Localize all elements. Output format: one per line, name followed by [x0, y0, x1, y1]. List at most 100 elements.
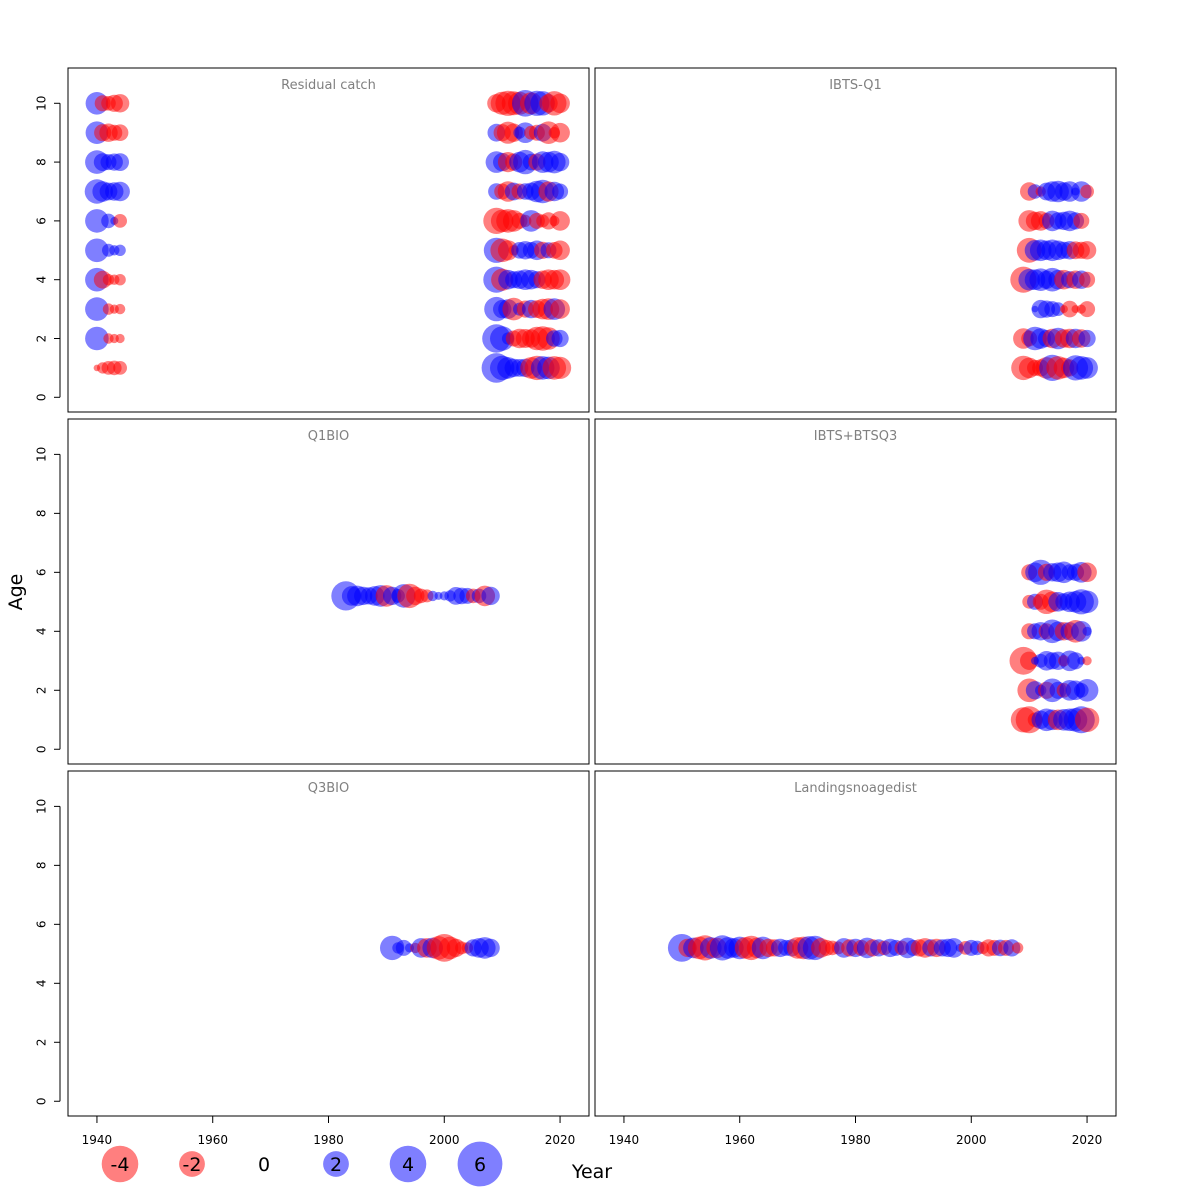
- bubble-point: [1076, 357, 1098, 379]
- panel-frame: [67, 770, 590, 1117]
- y-tick-label: 10: [35, 96, 49, 111]
- bubble-point: [1051, 302, 1065, 316]
- bubble-point: [1082, 626, 1092, 636]
- y-tick-label: 6: [35, 921, 49, 929]
- y-axis-label: Age: [5, 574, 27, 611]
- bubble-point: [85, 326, 109, 351]
- bubble-point: [380, 935, 405, 961]
- panel-landingsnoagedist: Landingsnoagedist 1940 1960 1980 2000 2020: [594, 770, 1117, 1147]
- panel-title: IBTS-Q1: [829, 78, 882, 93]
- bubble-point: [114, 303, 126, 315]
- bubble-point: [1073, 212, 1090, 229]
- y-tick-label: 6: [35, 569, 49, 577]
- legend-label: 0: [258, 1154, 270, 1176]
- bubble-point: [550, 152, 570, 172]
- x-tick-label: 1940: [609, 1133, 640, 1147]
- x-tick-label: 1960: [197, 1133, 228, 1147]
- y-tick-label: 0: [35, 393, 49, 401]
- bubble-point: [114, 274, 126, 286]
- bubble-point: [549, 356, 572, 379]
- x-tick-label: 2000: [956, 1133, 987, 1147]
- y-tick-label: 2: [35, 1038, 49, 1046]
- x-tick-label: 1980: [313, 1133, 344, 1147]
- y-tick-label: 8: [35, 862, 49, 870]
- bubble-point: [481, 586, 500, 606]
- bubble-point: [110, 181, 130, 202]
- legend-bubble: [101, 1145, 139, 1183]
- bubble-point: [1019, 651, 1039, 670]
- bubble-point: [1075, 679, 1099, 702]
- panel-title: Residual catch: [281, 78, 376, 93]
- bubble-point: [549, 269, 571, 291]
- legend-label: -2: [183, 1154, 202, 1176]
- bubble-point: [1061, 300, 1078, 318]
- x-axis-label: Year: [571, 1161, 612, 1183]
- legend-label: 4: [402, 1154, 414, 1176]
- bubble-point: [113, 361, 127, 375]
- bubble-point: [550, 122, 570, 143]
- bubble-point: [944, 938, 964, 958]
- bubble-point: [552, 183, 569, 200]
- bubble-point: [481, 938, 500, 958]
- y-tick-label: 4: [35, 979, 49, 987]
- legend: -4 -2 0 2 4 6: [101, 1141, 503, 1187]
- panel-frame: [67, 418, 590, 765]
- panel-title: Q1BIO: [308, 429, 350, 444]
- panel-title: IBTS+BTSQ3: [814, 429, 897, 444]
- y-tick-label: 2: [35, 335, 49, 343]
- panel-title: Landingsnoagedist: [794, 781, 917, 796]
- y-tick-label: 4: [35, 627, 49, 635]
- bubble-point: [550, 240, 570, 261]
- legend-label: 6: [474, 1154, 486, 1176]
- y-tick-label: 8: [35, 510, 49, 518]
- panel-title: Q3BIO: [308, 781, 350, 796]
- panel-q1bio: Q1BIO 0 2 4 6 8 10: [35, 418, 590, 765]
- y-tick-label: 4: [35, 276, 49, 284]
- y-tick-label: 10: [35, 799, 49, 814]
- x-tick-label: 1940: [82, 1133, 113, 1147]
- bubble-point: [550, 211, 570, 231]
- bubble-point: [1077, 241, 1097, 260]
- bubble-point: [114, 244, 126, 256]
- panel-ibts-q1: IBTS-Q1: [594, 67, 1117, 413]
- bubble-point: [1066, 652, 1085, 670]
- bubble-point: [1011, 942, 1024, 954]
- legend-bubble: [457, 1141, 503, 1187]
- bubble-point: [1071, 621, 1092, 642]
- bubble-point: [111, 124, 129, 141]
- bubble-point: [111, 153, 129, 172]
- x-tick-label: 2020: [1072, 1133, 1103, 1147]
- y-tick-label: 0: [35, 1097, 49, 1105]
- x-tick-label: 2020: [545, 1133, 576, 1147]
- bubble-point: [113, 214, 127, 228]
- bubble-point: [550, 93, 570, 114]
- bubble-point: [1079, 301, 1096, 318]
- bubble-point: [1078, 329, 1096, 348]
- x-tick-label: 1960: [724, 1133, 755, 1147]
- bubble-point: [85, 238, 109, 263]
- bubble-point: [551, 329, 569, 348]
- x-tick-label: 2000: [429, 1133, 460, 1147]
- y-tick-label: 2: [35, 686, 49, 694]
- panel-residual-catch: Residual catch 0 2 4 6 8 10: [35, 67, 590, 413]
- bubble-point: [101, 213, 116, 229]
- bubble-point: [550, 299, 570, 319]
- bubble-point: [1080, 184, 1094, 199]
- panel-ibts-btsq3: IBTS+BTSQ3: [594, 418, 1117, 765]
- legend-bubble: [179, 1151, 205, 1177]
- bubble-point: [110, 94, 130, 113]
- bubble-point: [85, 297, 109, 321]
- legend-bubble: [323, 1151, 349, 1177]
- bubble-point: [1077, 562, 1097, 583]
- bubble-point: [115, 333, 125, 344]
- bubble-point: [1075, 590, 1099, 614]
- bubble-point: [1074, 707, 1100, 732]
- y-tick-label: 6: [35, 217, 49, 225]
- legend-bubble: [389, 1145, 427, 1183]
- panel-q3bio: Q3BIO 0 2 4 6 8 10 1940 1960 1980 2000 2020: [35, 770, 590, 1147]
- legend-label: 2: [330, 1154, 342, 1176]
- bubble-point: [1082, 656, 1092, 666]
- y-tick-label: 10: [35, 447, 49, 462]
- x-tick-label: 1980: [840, 1133, 871, 1147]
